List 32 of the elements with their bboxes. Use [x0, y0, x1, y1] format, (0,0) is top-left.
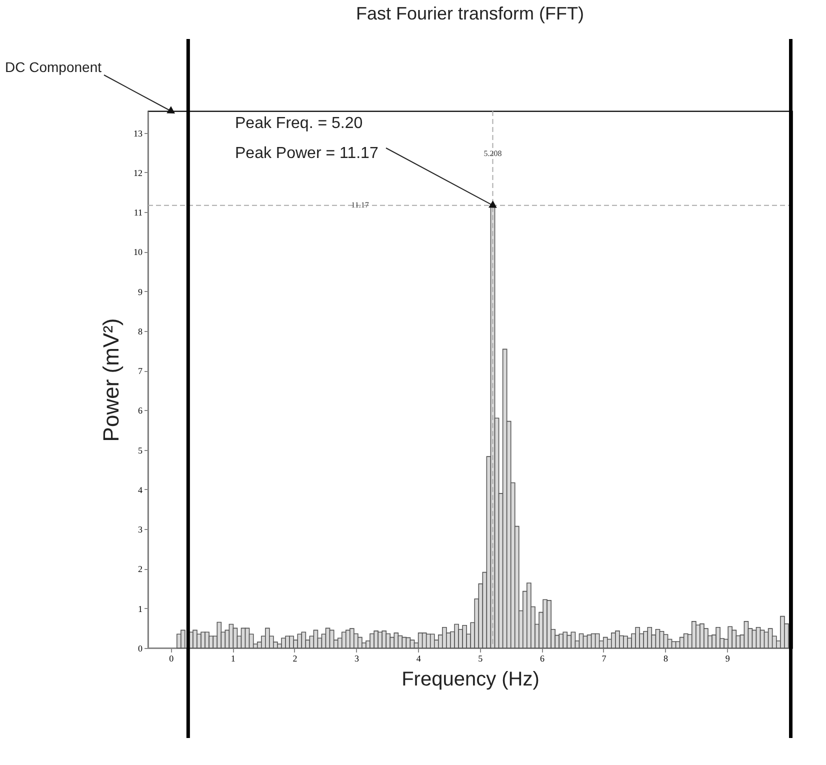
annotation: Peak Freq. = 5.20: [235, 115, 363, 132]
chart-title: Fast Fourier transform (FFT): [356, 3, 584, 24]
y-tick-label: 1: [138, 604, 142, 614]
x-tick-label: 4: [416, 654, 422, 664]
y-tick-label: 13: [134, 128, 143, 138]
x-tick-label: 6: [540, 654, 545, 664]
x-tick-label: 8: [664, 654, 669, 664]
x-tick-label: 2: [292, 654, 298, 664]
y-tick-label: 12: [134, 168, 142, 178]
y-tick-label: 5: [138, 445, 143, 456]
annotation: Peak Power = 11.17: [235, 145, 378, 162]
x-axis-title: Frequency (Hz): [402, 668, 540, 690]
y-axis-title: Power (mV²): [98, 318, 124, 442]
x-tick-label: 7: [602, 654, 607, 664]
y-tick-label: 8: [138, 326, 143, 336]
y-tick-label: 3: [138, 524, 143, 535]
y-tick-label: 11: [134, 208, 142, 218]
y-tick-label: 0: [138, 644, 143, 654]
x-tick-label: 0: [169, 654, 174, 664]
y-tick-label: 4: [138, 484, 143, 495]
x-tick-label: 9: [725, 654, 730, 664]
x-tick-label: 1: [230, 654, 236, 664]
y-tick-label: 9: [138, 286, 143, 297]
y-tick-label: 10: [134, 247, 143, 258]
x-tick-label: 5: [478, 654, 484, 664]
ref-line-label: 11.17: [351, 200, 369, 210]
ref-line-label: 5.208: [484, 149, 502, 158]
y-tick-label: 7: [138, 366, 143, 376]
y-tick-label: 6: [138, 406, 143, 416]
y-tick-label: 2: [138, 564, 142, 574]
annotation: DC Component: [5, 59, 102, 75]
x-tick-label: 3: [354, 654, 360, 664]
